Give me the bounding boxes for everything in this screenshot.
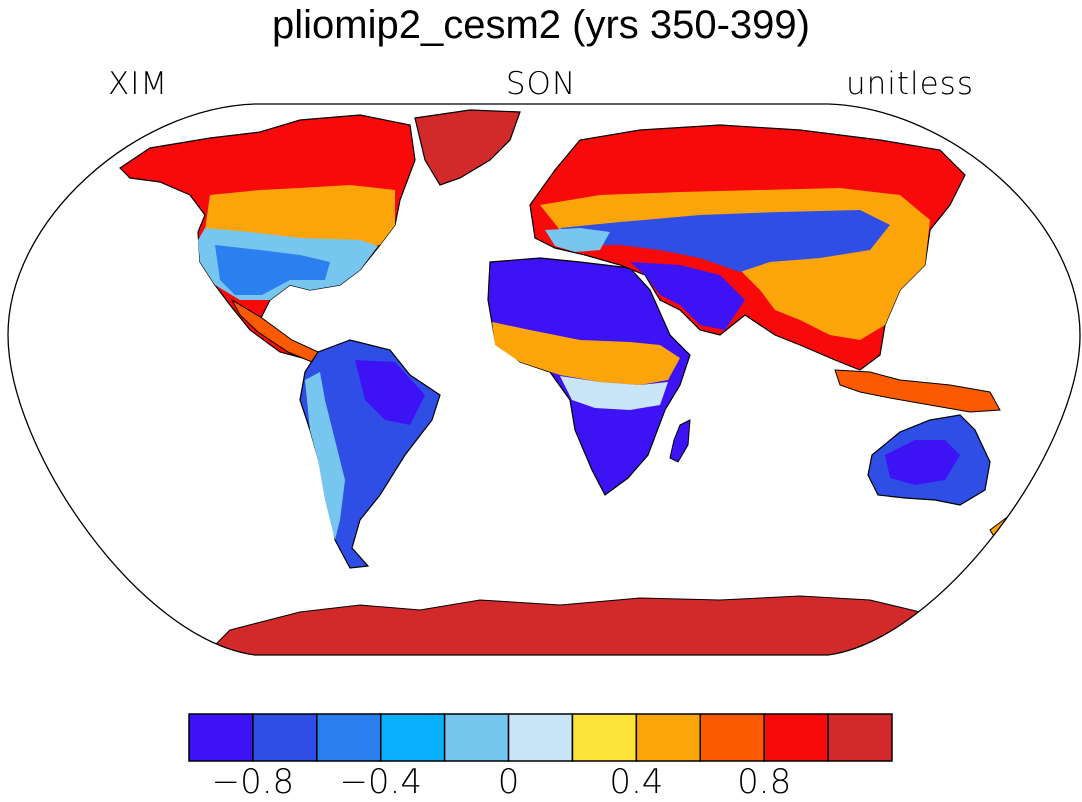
africa-sahel-warm-band	[492, 322, 680, 385]
south-america-andes-band	[305, 372, 345, 540]
africa-sahel-light-band	[560, 376, 668, 410]
colorbar-cell	[379, 713, 446, 762]
colorbar-cell	[635, 713, 702, 762]
colorbar-tick-label: −0.4	[339, 762, 422, 802]
north-america-blue-core	[215, 245, 330, 295]
colorbar-cell	[252, 713, 318, 762]
colorbar-tick-label: −0.8	[211, 762, 295, 802]
maritime-asia-land	[834, 369, 1001, 413]
land-fields	[119, 109, 1039, 655]
middle-east-dark	[630, 262, 745, 330]
colorbar-cell	[699, 713, 765, 762]
greenland-land	[414, 109, 521, 186]
colorbar-cell	[316, 713, 382, 762]
units-label: unitless	[845, 66, 974, 102]
globe-outline	[7, 103, 1081, 656]
europe-light-band	[545, 228, 610, 252]
season-label: SON	[505, 66, 577, 102]
colorbar-cell	[507, 713, 574, 762]
map-title: pliomip2_cesm2 (yrs 350-399)	[271, 3, 810, 47]
left-label: XIM	[108, 66, 169, 102]
australia-interior-dark	[885, 440, 960, 485]
colorbar-cell	[763, 713, 829, 762]
colorbar-tick-label: 0.4	[609, 762, 664, 802]
colorbar-cell	[188, 713, 254, 762]
colorbar-cell	[827, 713, 893, 762]
colorbar-tick-label: 0.8	[737, 762, 792, 802]
colorbar-cell	[443, 713, 510, 762]
eurasia-blue-belt	[560, 210, 890, 272]
colorbar-tick-label: 0	[497, 762, 520, 802]
madagascar-land	[669, 419, 691, 463]
south-america-inland-dark	[355, 360, 425, 425]
antarctica-land	[178, 595, 1001, 655]
colorbar-cell	[571, 713, 638, 762]
